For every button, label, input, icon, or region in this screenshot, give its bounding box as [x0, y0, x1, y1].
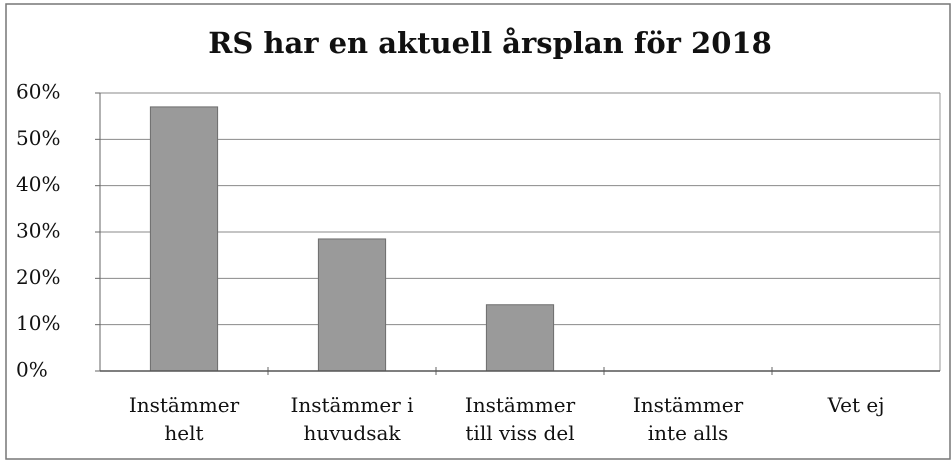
bar [485, 304, 555, 372]
x-tick-label-line: Vet ej [827, 393, 885, 417]
y-tick-label: 10% [16, 311, 60, 335]
x-tick-label-line: Instämmer [465, 393, 576, 417]
chart-border [5, 3, 951, 460]
x-tick-label-line: Instämmer [633, 393, 744, 417]
y-tick-label: 60% [16, 80, 60, 104]
x-tick-label-line: Instämmer [129, 393, 240, 417]
y-tick-label: 20% [16, 265, 60, 289]
x-tick-label: Vet ej [827, 393, 885, 417]
y-tick-label: 30% [16, 219, 60, 243]
x-tick-label-line: till viss del [465, 421, 574, 445]
y-tick-label: 50% [16, 126, 60, 150]
x-tick-label-line: helt [164, 421, 203, 445]
x-tick-label-line: huvudsak [303, 421, 401, 445]
bar [149, 106, 219, 372]
y-tick-label: 0% [16, 358, 48, 382]
x-tick-label: Instämmer till viss del [465, 393, 576, 445]
y-tick-label: 40% [16, 172, 60, 196]
chart-title: RS har en aktuell årsplan för 2018 [208, 26, 772, 60]
bar [317, 238, 387, 372]
x-tick-label-line: Instämmer i [290, 393, 413, 417]
x-tick-label-line: inte alls [648, 421, 729, 445]
x-tick-label: Instämmer inte alls [633, 393, 744, 445]
x-tick-label: Instämmer helt [129, 393, 240, 445]
x-tick-label: Instämmer i huvudsak [290, 393, 413, 445]
